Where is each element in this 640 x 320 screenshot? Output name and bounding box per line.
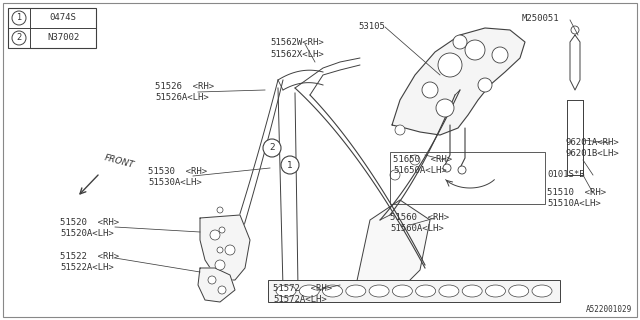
- Text: 1: 1: [17, 13, 22, 22]
- Circle shape: [281, 156, 299, 174]
- Circle shape: [217, 207, 223, 213]
- Text: 51572  <RH>: 51572 <RH>: [273, 284, 332, 293]
- Ellipse shape: [532, 285, 552, 297]
- Ellipse shape: [276, 285, 296, 297]
- Circle shape: [208, 276, 216, 284]
- Circle shape: [12, 31, 26, 45]
- Text: 51530  <RH>: 51530 <RH>: [148, 167, 207, 176]
- Bar: [8, 8, 96, 48]
- Text: 0101S*B: 0101S*B: [547, 170, 584, 179]
- Circle shape: [410, 155, 420, 165]
- Text: 0474S: 0474S: [49, 13, 76, 22]
- Circle shape: [443, 164, 451, 172]
- Circle shape: [12, 11, 26, 25]
- Circle shape: [492, 47, 508, 63]
- Ellipse shape: [462, 285, 482, 297]
- Ellipse shape: [486, 285, 506, 297]
- Polygon shape: [392, 28, 525, 135]
- Bar: [268, 280, 560, 302]
- Circle shape: [217, 247, 223, 253]
- Circle shape: [453, 35, 467, 49]
- Polygon shape: [200, 215, 250, 280]
- Circle shape: [571, 26, 579, 34]
- Circle shape: [215, 260, 225, 270]
- Text: 51650  <RH>: 51650 <RH>: [393, 155, 452, 164]
- Bar: [390, 152, 545, 204]
- Text: 51510  <RH>: 51510 <RH>: [547, 188, 606, 197]
- Circle shape: [465, 40, 485, 60]
- Text: FRONT: FRONT: [103, 153, 135, 170]
- Circle shape: [225, 245, 235, 255]
- Text: 51522  <RH>: 51522 <RH>: [60, 252, 119, 261]
- Circle shape: [458, 166, 466, 174]
- Text: 51562W<RH>: 51562W<RH>: [270, 38, 324, 47]
- Circle shape: [438, 53, 462, 77]
- Text: 51522A<LH>: 51522A<LH>: [60, 263, 114, 272]
- Text: 51526  <RH>: 51526 <RH>: [155, 82, 214, 91]
- Polygon shape: [355, 200, 430, 290]
- Text: 51510A<LH>: 51510A<LH>: [547, 199, 601, 208]
- Circle shape: [422, 82, 438, 98]
- Ellipse shape: [323, 285, 342, 297]
- Text: 51560  <RH>: 51560 <RH>: [390, 213, 449, 222]
- Text: 51650A<LH>: 51650A<LH>: [393, 166, 447, 175]
- Ellipse shape: [439, 285, 459, 297]
- Text: 51560A<LH>: 51560A<LH>: [390, 224, 444, 233]
- Ellipse shape: [300, 285, 319, 297]
- Ellipse shape: [346, 285, 366, 297]
- Text: 51526A<LH>: 51526A<LH>: [155, 93, 209, 102]
- Text: 51520A<LH>: 51520A<LH>: [60, 229, 114, 238]
- Circle shape: [395, 125, 405, 135]
- Ellipse shape: [509, 285, 529, 297]
- Text: A522001029: A522001029: [586, 305, 632, 314]
- Ellipse shape: [369, 285, 389, 297]
- Text: M250051: M250051: [522, 14, 559, 23]
- Text: 2: 2: [269, 143, 275, 153]
- Text: 51520  <RH>: 51520 <RH>: [60, 218, 119, 227]
- Text: 51572A<LH>: 51572A<LH>: [273, 295, 327, 304]
- Text: 2: 2: [17, 34, 22, 43]
- Text: 51562X<LH>: 51562X<LH>: [270, 50, 324, 59]
- Ellipse shape: [415, 285, 436, 297]
- Text: 96201B<LH>: 96201B<LH>: [565, 149, 619, 158]
- Text: 1: 1: [287, 161, 293, 170]
- Polygon shape: [198, 268, 235, 302]
- Text: N37002: N37002: [47, 34, 79, 43]
- Circle shape: [390, 170, 400, 180]
- Circle shape: [219, 227, 225, 233]
- Circle shape: [210, 230, 220, 240]
- Text: 96201A<RH>: 96201A<RH>: [565, 138, 619, 147]
- Ellipse shape: [392, 285, 412, 297]
- Circle shape: [436, 99, 454, 117]
- Circle shape: [218, 286, 226, 294]
- Circle shape: [263, 139, 281, 157]
- Circle shape: [478, 78, 492, 92]
- Text: 51530A<LH>: 51530A<LH>: [148, 178, 202, 187]
- Text: 53105: 53105: [358, 22, 385, 31]
